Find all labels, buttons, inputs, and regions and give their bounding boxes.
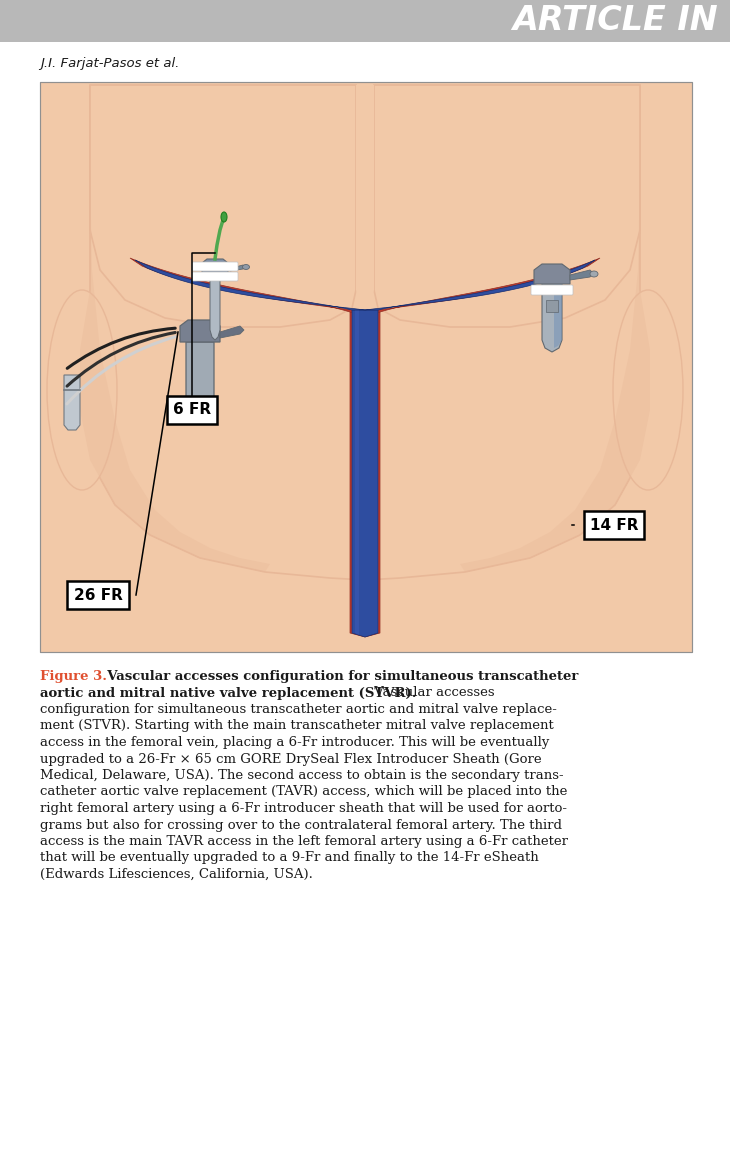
Polygon shape <box>365 259 600 312</box>
FancyBboxPatch shape <box>192 271 238 281</box>
Polygon shape <box>228 264 245 271</box>
Ellipse shape <box>242 264 250 269</box>
Text: 26 FR: 26 FR <box>74 587 123 603</box>
Text: configuration for simultaneous transcatheter aortic and mitral valve replace-: configuration for simultaneous transcath… <box>40 703 557 716</box>
Polygon shape <box>80 170 270 572</box>
Polygon shape <box>210 275 220 340</box>
Polygon shape <box>554 284 562 347</box>
Ellipse shape <box>613 290 683 490</box>
Text: right femoral artery using a 6-Fr introducer sheath that will be used for aorto-: right femoral artery using a 6-Fr introd… <box>40 801 567 815</box>
Polygon shape <box>354 312 358 635</box>
Polygon shape <box>570 270 593 280</box>
Text: (Edwards Lifesciences, California, USA).: (Edwards Lifesciences, California, USA). <box>40 868 313 881</box>
FancyBboxPatch shape <box>40 82 692 652</box>
Polygon shape <box>460 170 650 572</box>
Ellipse shape <box>221 212 227 222</box>
Polygon shape <box>90 85 356 326</box>
Text: ment (STVR). Starting with the main transcatheter mitral valve replacement: ment (STVR). Starting with the main tran… <box>40 720 554 732</box>
Polygon shape <box>365 260 595 310</box>
Polygon shape <box>64 376 80 431</box>
Polygon shape <box>350 312 380 636</box>
Text: catheter aortic valve replacement (TAVR) access, which will be placed into the: catheter aortic valve replacement (TAVR)… <box>40 785 567 798</box>
Text: Vascular accesses: Vascular accesses <box>370 687 495 700</box>
Polygon shape <box>542 284 562 352</box>
Polygon shape <box>356 85 374 310</box>
Polygon shape <box>546 300 558 312</box>
Text: aortic and mitral native valve replacement (STVR).: aortic and mitral native valve replaceme… <box>40 687 417 700</box>
Ellipse shape <box>590 271 598 277</box>
FancyBboxPatch shape <box>192 262 238 271</box>
Text: 14 FR: 14 FR <box>590 517 638 532</box>
Polygon shape <box>352 310 378 636</box>
FancyBboxPatch shape <box>0 0 730 42</box>
Text: that will be eventually upgraded to a 9-Fr and finally to the 14-Fr eSheath: that will be eventually upgraded to a 9-… <box>40 852 539 865</box>
Polygon shape <box>534 264 570 284</box>
Text: Figure 3.: Figure 3. <box>40 670 107 683</box>
Polygon shape <box>135 260 365 310</box>
Text: ARTICLE IN: ARTICLE IN <box>512 5 718 37</box>
Text: Medical, Delaware, USA). The second access to obtain is the secondary trans-: Medical, Delaware, USA). The second acce… <box>40 769 564 782</box>
Polygon shape <box>130 259 365 312</box>
Polygon shape <box>80 85 650 580</box>
Text: 6 FR: 6 FR <box>173 402 211 418</box>
Polygon shape <box>202 259 228 275</box>
Text: upgraded to a 26-Fr × 65 cm GORE DrySeal Flex Introducer Sheath (Gore: upgraded to a 26-Fr × 65 cm GORE DrySeal… <box>40 752 542 765</box>
Text: access is the main TAVR access in the left femoral artery using a 6-Fr catheter: access is the main TAVR access in the le… <box>40 835 568 848</box>
Polygon shape <box>355 310 359 635</box>
Polygon shape <box>186 342 214 418</box>
Text: access in the femoral vein, placing a 6-Fr introducer. This will be eventually: access in the femoral vein, placing a 6-… <box>40 736 550 749</box>
Text: Vascular accesses configuration for simultaneous transcatheter: Vascular accesses configuration for simu… <box>98 670 578 683</box>
Polygon shape <box>180 321 220 342</box>
Text: grams but also for crossing over to the contralateral femoral artery. The third: grams but also for crossing over to the … <box>40 819 562 832</box>
Polygon shape <box>374 85 640 326</box>
Ellipse shape <box>47 290 117 490</box>
Polygon shape <box>220 326 244 338</box>
FancyBboxPatch shape <box>531 285 573 295</box>
Text: J.I. Farjat-Pasos et al.: J.I. Farjat-Pasos et al. <box>40 57 180 70</box>
